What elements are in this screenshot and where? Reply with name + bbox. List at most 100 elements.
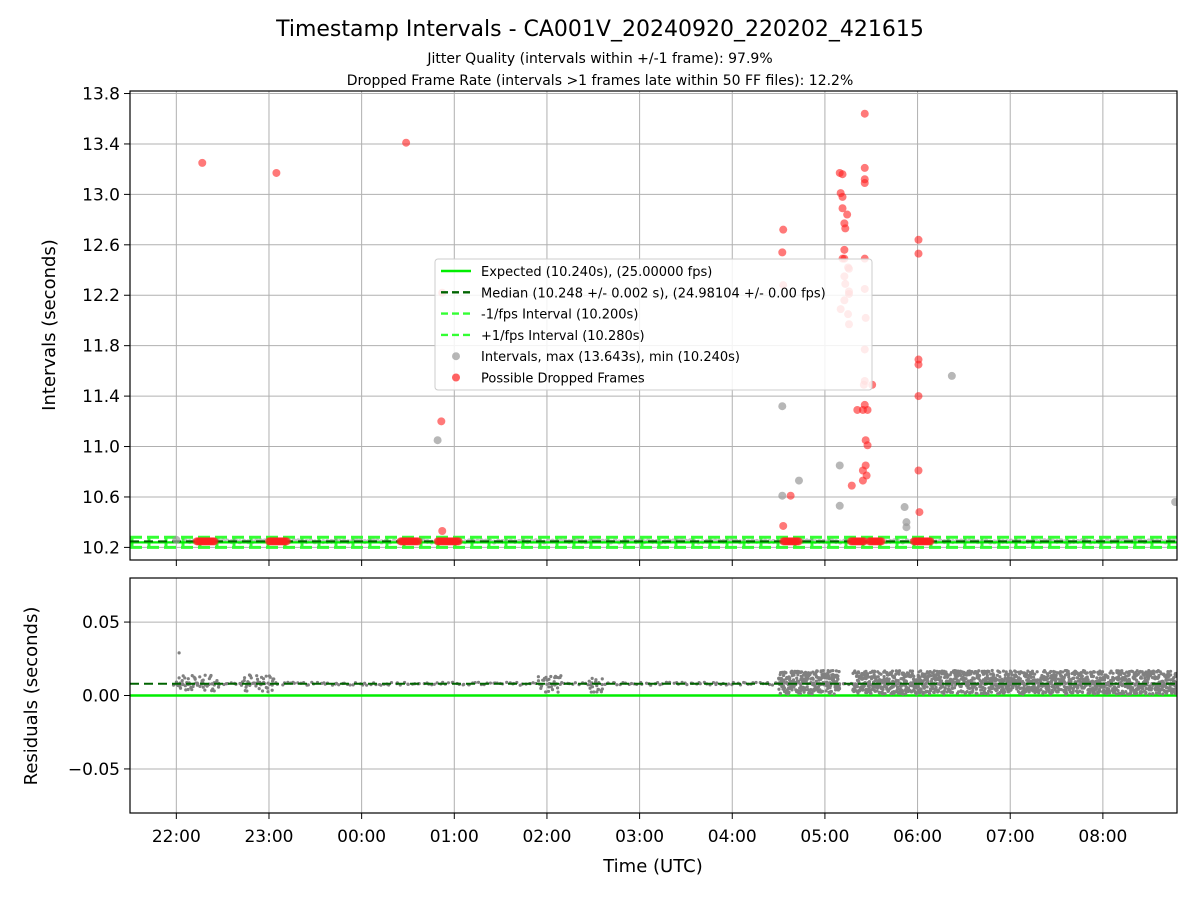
residual-point-2	[881, 687, 885, 692]
residual-point-4	[203, 688, 207, 692]
residual-point-3	[1037, 691, 1041, 695]
residual-point-2	[869, 691, 873, 695]
top-ytick-label-8: 13.4	[82, 135, 120, 155]
residual-point-3	[919, 687, 923, 691]
residual-point-3	[1127, 672, 1131, 676]
residual-point-1	[825, 680, 829, 684]
residual-point-2	[892, 675, 896, 679]
residual-point-3	[1120, 683, 1124, 688]
dropped-point-35	[860, 179, 869, 188]
residual-point-1	[792, 673, 796, 677]
residual-point-0	[629, 681, 634, 686]
residual-point-3	[1088, 684, 1092, 688]
residual-point-4	[186, 687, 190, 692]
interval-point-3	[778, 491, 787, 500]
residual-point-3	[1122, 691, 1126, 696]
residual-point-3	[1085, 675, 1089, 679]
residual-point-6	[536, 679, 541, 683]
bottom-xtick-label-0: 22:00	[152, 827, 201, 847]
legend: Expected (10.240s), (25.00000 fps) Median…	[434, 258, 873, 391]
top-ytick-label-3: 11.4	[82, 387, 120, 407]
residual-point-4	[183, 684, 187, 688]
residual-point-7	[596, 687, 600, 691]
bottom-xtick-label-4: 02:00	[522, 827, 571, 847]
residual-point-3	[1157, 692, 1162, 696]
residual-point-3	[1100, 678, 1104, 682]
residual-point-1	[777, 687, 781, 691]
residual-point-0	[644, 681, 649, 685]
residual-point-1	[821, 689, 825, 694]
bottom-plot-area	[130, 651, 1177, 697]
residual-point-1	[804, 688, 808, 692]
top-ytick-label-5: 12.2	[82, 286, 120, 306]
residual-point-3	[970, 690, 974, 694]
residual-point-1	[802, 690, 806, 694]
dropped-point-14	[838, 192, 847, 201]
residual-point-3	[926, 677, 930, 681]
residual-point-0	[531, 681, 535, 685]
residual-point-5	[254, 684, 258, 688]
residual-point-3	[1090, 679, 1095, 683]
residual-point-2	[890, 669, 895, 673]
residual-point-3	[1116, 689, 1120, 693]
residual-point-3	[1054, 676, 1058, 680]
residual-point-1	[811, 677, 815, 681]
residual-point-6	[558, 675, 562, 680]
residual-point-3	[1091, 674, 1096, 678]
residual-point-6	[536, 675, 540, 679]
dropped-cluster-7	[926, 537, 935, 546]
residual-point-3	[1106, 675, 1110, 679]
residual-point-2	[901, 692, 905, 696]
dropped-point-9	[779, 521, 788, 530]
residual-point-3	[1009, 670, 1013, 674]
residual-point-3	[1001, 669, 1006, 673]
residual-point-7	[588, 686, 592, 690]
residual-point-3	[972, 677, 976, 681]
residual-point-3	[936, 690, 940, 694]
residual-point-3	[1165, 686, 1169, 690]
residual-point-3	[919, 669, 923, 673]
bottom-xtick-label-1: 23:00	[244, 827, 293, 847]
residual-point-3	[1083, 669, 1087, 673]
residual-point-4	[180, 679, 184, 683]
residual-point-7	[600, 687, 604, 691]
chart-title: Timestamp Intervals - CA001V_20240920_22…	[275, 17, 924, 42]
residual-point-5	[264, 674, 268, 678]
dropped-point-48	[863, 441, 872, 450]
residual-point-0	[545, 682, 549, 686]
residual-point-7	[590, 685, 595, 689]
residual-point-1	[829, 689, 834, 694]
dropped-point-58	[914, 392, 923, 401]
residual-point-5	[242, 676, 247, 680]
bottom-ytick-label-1: 0.00	[82, 687, 120, 707]
residual-point-6	[552, 680, 556, 684]
residual-point-5	[257, 687, 261, 691]
residual-point-1	[795, 676, 799, 680]
residual-point-3	[956, 690, 961, 694]
residual-point-6	[549, 674, 553, 679]
residual-point-3	[925, 685, 929, 689]
residual-point-3	[1135, 691, 1139, 696]
residual-point-3	[961, 690, 965, 694]
residual-point-0	[446, 681, 451, 685]
residual-point-3	[939, 675, 943, 679]
residual-point-3	[1114, 692, 1119, 696]
residual-point-1	[796, 673, 800, 677]
residual-point-2	[910, 684, 914, 688]
residual-point-3	[1022, 685, 1026, 689]
residual-point-0	[715, 681, 719, 685]
residual-point-3	[1020, 686, 1024, 690]
residual-point-2	[858, 688, 862, 692]
residual-point-3	[1078, 689, 1082, 693]
residual-point-3	[1046, 674, 1050, 678]
residual-point-3	[940, 685, 944, 689]
residual-point-1	[837, 670, 841, 674]
dropped-point-7	[778, 248, 787, 257]
top-ytick-label-4: 11.8	[82, 337, 120, 357]
residual-point-3	[985, 672, 989, 676]
residual-point-7	[600, 677, 604, 681]
residual-point-3	[1003, 690, 1007, 694]
residual-point-1	[831, 679, 836, 683]
residual-point-3	[1140, 670, 1144, 674]
interval-point-6	[835, 501, 844, 510]
